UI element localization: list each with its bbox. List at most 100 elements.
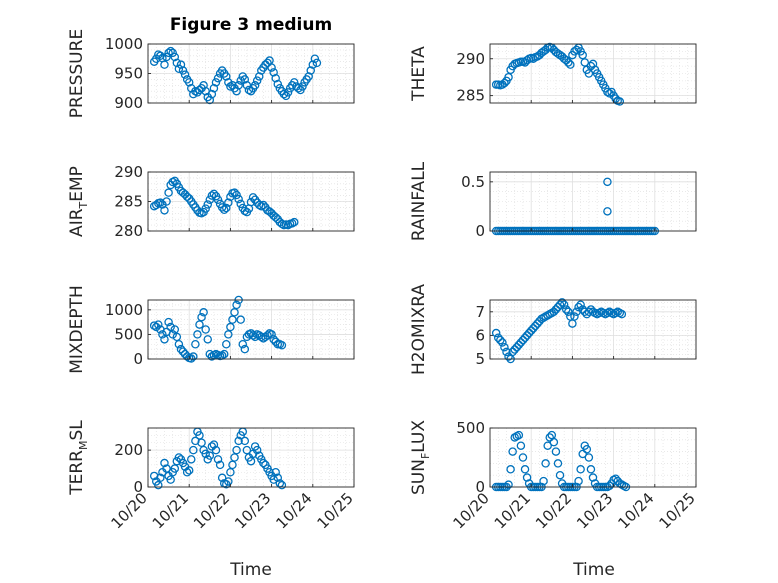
data-point	[520, 465, 530, 474]
x-axis-title-left: Time	[229, 560, 272, 580]
data-point	[257, 332, 266, 342]
data-point	[246, 197, 256, 207]
data-point	[248, 193, 258, 202]
data-point	[516, 338, 526, 347]
data-point	[498, 338, 507, 347]
subplot-rainfall: 0 0.5 RAINFALL	[409, 161, 697, 241]
data-point	[541, 459, 550, 468]
data-point	[201, 325, 210, 334]
data-point	[232, 445, 241, 455]
y-tick-label: 0	[475, 478, 485, 496]
data-point	[298, 82, 307, 91]
data-point	[232, 86, 241, 96]
data-point	[500, 78, 509, 88]
y-label-main: SUN	[409, 459, 429, 495]
data-point	[189, 445, 198, 455]
data-point	[533, 319, 542, 328]
data-point	[215, 460, 225, 470]
data-point	[209, 84, 219, 93]
data-point	[207, 89, 217, 99]
data-point	[588, 59, 598, 69]
data-point	[224, 330, 233, 339]
data-point	[516, 441, 526, 450]
y-axis-label: MIXDEPTH	[67, 285, 87, 374]
data-point	[304, 72, 313, 81]
data-point	[205, 195, 215, 204]
data-point	[174, 64, 184, 74]
data-point	[222, 203, 231, 213]
data-point	[605, 89, 614, 98]
data-point	[586, 465, 596, 474]
data-point	[197, 312, 206, 322]
data-point	[518, 335, 528, 345]
y-tick-label: 0	[133, 350, 143, 368]
data-point	[496, 335, 505, 345]
data-point	[151, 200, 161, 210]
data-point	[539, 476, 548, 486]
data-point	[154, 320, 163, 329]
data-point	[234, 194, 243, 204]
y-axis-label: SUNFLUX	[409, 420, 432, 495]
data-point	[531, 321, 540, 331]
data-point	[160, 335, 169, 344]
data-point	[500, 342, 509, 352]
data-point	[294, 84, 303, 93]
y-label-subscript: F	[419, 453, 432, 459]
data-point	[205, 451, 215, 460]
y-label-suffix: EMP	[67, 166, 87, 202]
data-point	[549, 437, 559, 447]
data-point	[149, 321, 159, 330]
data-point	[203, 200, 212, 209]
data-point	[514, 430, 524, 440]
axes-box	[489, 299, 697, 360]
data-point	[224, 477, 233, 486]
y-tick-label: 290	[456, 50, 485, 68]
data-point	[312, 58, 322, 68]
data-point	[236, 315, 245, 324]
y-label-main: AIR	[67, 208, 87, 237]
data-point	[154, 480, 163, 490]
data-point	[259, 458, 268, 468]
data-point	[160, 60, 169, 69]
data-point	[201, 204, 210, 213]
data-point	[187, 354, 196, 363]
data-point	[290, 217, 299, 227]
data-point	[308, 60, 318, 69]
data-point	[176, 60, 186, 69]
y-tick-label: 500	[114, 325, 143, 343]
data-point	[232, 190, 241, 200]
data-point	[226, 467, 235, 477]
data-point	[576, 465, 585, 474]
data-point	[545, 433, 554, 442]
data-point	[189, 352, 198, 361]
data-point	[603, 207, 612, 216]
data-point	[578, 50, 587, 60]
y-label-main: TERR	[67, 450, 87, 496]
y-axis-label: TERRMSL	[67, 420, 90, 496]
data-point	[553, 459, 563, 468]
data-point	[277, 480, 287, 490]
data-point	[219, 349, 229, 359]
data-point	[526, 326, 536, 335]
data-point	[279, 89, 289, 99]
data-point	[156, 473, 165, 483]
data-point	[603, 87, 612, 97]
axes-box	[489, 43, 697, 104]
data-point	[207, 191, 217, 200]
data-point	[191, 339, 200, 349]
data-point	[259, 200, 268, 210]
data-point	[166, 475, 175, 484]
axes-box	[489, 427, 697, 488]
data-point	[491, 328, 501, 338]
data-point	[246, 456, 256, 466]
data-point	[242, 445, 252, 455]
data-point	[504, 72, 513, 82]
y-tick-label: 7	[475, 303, 485, 321]
data-point	[559, 300, 569, 309]
subplot-pressure: 900 950 1000 PRESSURE	[67, 29, 355, 118]
data-point	[520, 333, 530, 343]
data-point	[166, 322, 175, 332]
data-point	[269, 68, 278, 77]
data-point	[219, 205, 229, 215]
data-point	[217, 203, 227, 212]
